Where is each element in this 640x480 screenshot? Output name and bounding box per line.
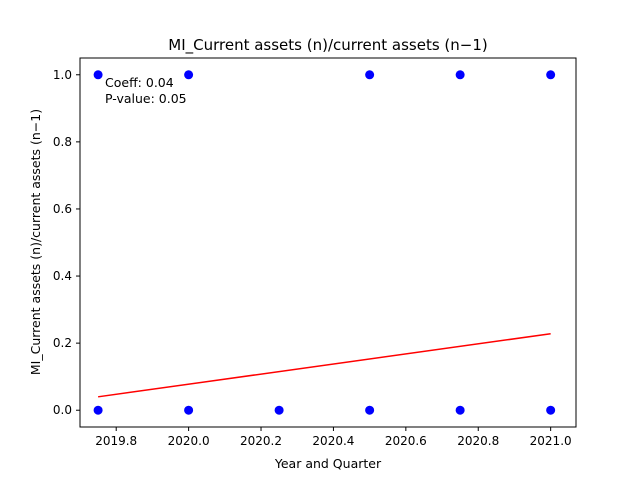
annotation-p-value: P-value: 0.05 bbox=[105, 91, 187, 106]
chart-title: MI_Current assets (n)/current assets (n−… bbox=[168, 36, 487, 55]
y-axis-label: MI_Current assets (n)/current assets (n−… bbox=[28, 109, 43, 375]
x-tick-label: 2021.0 bbox=[530, 434, 572, 448]
y-tick-label: 0.4 bbox=[53, 269, 72, 283]
data-point bbox=[546, 70, 556, 80]
data-point bbox=[365, 70, 375, 80]
data-point bbox=[93, 405, 103, 415]
data-points bbox=[93, 70, 556, 415]
regression-layer bbox=[97, 333, 551, 398]
data-point bbox=[365, 405, 375, 415]
data-point bbox=[274, 405, 284, 415]
x-axis-ticks: 2019.8 2020.0 2020.2 2020.4 2020.6 2020.8 2021… bbox=[95, 427, 572, 448]
y-tick-label: 0.0 bbox=[53, 403, 72, 417]
y-axis-ticks: 0.0 0.2 0.4 0.6 0.8 1.0 bbox=[53, 68, 80, 417]
y-tick-label: 0.2 bbox=[53, 336, 72, 350]
regression-line bbox=[97, 333, 551, 398]
y-tick-label: 1.0 bbox=[53, 68, 72, 82]
y-tick-label: 0.6 bbox=[53, 202, 72, 216]
x-axis-label: Year and Quarter bbox=[274, 456, 382, 471]
annotation-coeff: Coeff: 0.04 bbox=[105, 75, 174, 90]
data-point bbox=[184, 70, 194, 80]
data-point bbox=[184, 405, 194, 415]
x-tick-label: 2020.6 bbox=[385, 434, 427, 448]
data-point bbox=[455, 70, 465, 80]
x-tick-label: 2020.0 bbox=[168, 434, 210, 448]
data-point bbox=[93, 70, 103, 80]
x-tick-label: 2020.4 bbox=[312, 434, 354, 448]
data-point bbox=[546, 405, 556, 415]
y-tick-label: 0.8 bbox=[53, 135, 72, 149]
data-point bbox=[455, 405, 465, 415]
plot-frame bbox=[79, 57, 577, 428]
x-tick-label: 2020.2 bbox=[240, 434, 282, 448]
x-tick-label: 2019.8 bbox=[95, 434, 137, 448]
x-tick-label: 2020.8 bbox=[457, 434, 499, 448]
